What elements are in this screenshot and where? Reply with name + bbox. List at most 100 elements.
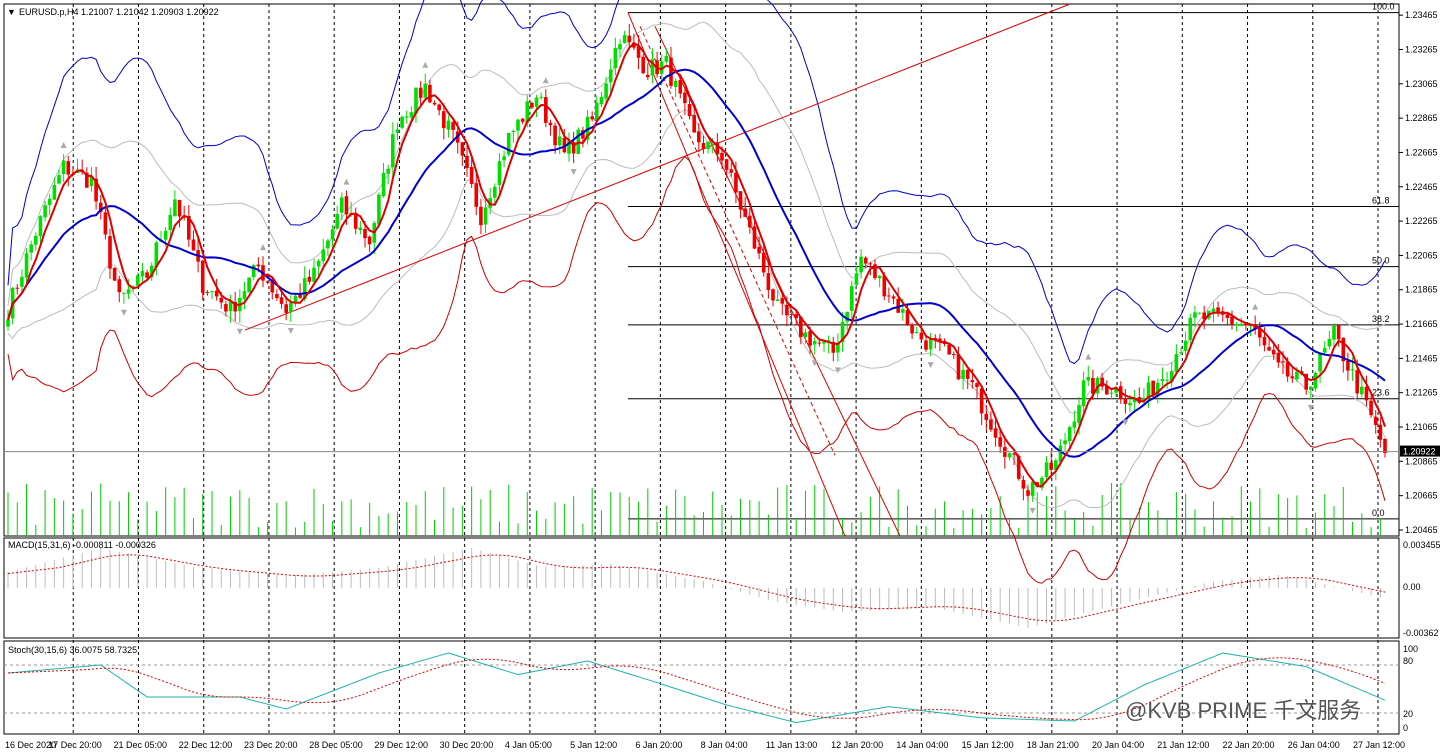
candle-body: [761, 252, 766, 273]
candle-body: [877, 275, 882, 279]
macd-label: MACD(15,31,6) -0.000811 -0.000326: [8, 540, 156, 550]
candle-body: [117, 279, 122, 293]
candle-body: [1105, 385, 1109, 395]
fractal-down-arrow: [927, 362, 934, 369]
price-tick-label: 1.20465: [1405, 525, 1438, 535]
candle-body: [1174, 354, 1179, 372]
caret-icon[interactable]: ▼: [7, 7, 16, 17]
moving-averages: [7, 42, 1386, 488]
time-tick-label: 20 Jan 04:00: [1092, 740, 1144, 750]
candle-body: [618, 44, 622, 50]
candle-body: [701, 142, 706, 149]
candle-body: [998, 437, 1002, 447]
candle-body: [493, 186, 497, 198]
candle-body: [1081, 380, 1086, 407]
candle-body: [1258, 328, 1262, 338]
candle-body: [785, 304, 789, 316]
time-tick-label: 6 Jan 20:00: [635, 740, 682, 750]
candle-body: [1072, 421, 1077, 428]
candle-body: [789, 314, 794, 316]
candle-body: [43, 205, 47, 218]
candle-body: [1364, 386, 1369, 401]
macd-tick-zero: 0.00: [1403, 582, 1421, 592]
macd-tick-top: 0.003455: [1403, 540, 1441, 550]
time-tick-label: 21 Jan 12:00: [1157, 740, 1209, 750]
time-tick-label: 26 Jan 04:00: [1288, 740, 1340, 750]
stoch-tick-0: 0: [1403, 723, 1408, 733]
candle-body: [873, 264, 877, 278]
fractal-up-arrow: [1085, 353, 1092, 360]
candle-body: [108, 236, 112, 269]
candle-body: [191, 239, 196, 251]
candle-body: [358, 227, 363, 230]
candle-body: [1276, 352, 1281, 363]
candle-body: [557, 136, 562, 146]
candle-body: [85, 172, 89, 188]
candle-body: [585, 116, 590, 140]
candle-body: [224, 304, 228, 312]
candle-body: [479, 206, 483, 226]
candle-body: [214, 290, 219, 297]
stoch-tick-100: 100: [1403, 644, 1418, 654]
candle-body: [738, 191, 743, 210]
candle-body: [1169, 371, 1174, 382]
candle-body: [567, 140, 571, 154]
candle-body: [1239, 323, 1244, 326]
candle-body: [720, 152, 724, 161]
channel-line-left: [627, 12, 846, 537]
price-tick-label: 1.22865: [1405, 113, 1438, 123]
candle-body: [432, 102, 437, 105]
candle-body: [970, 380, 975, 383]
candle-body: [1202, 312, 1206, 320]
candle-body: [775, 299, 780, 302]
fractal-down-arrow: [287, 328, 294, 335]
candle-body: [1156, 382, 1160, 397]
fib-level-label: 38.2: [1372, 314, 1390, 324]
candle-body: [163, 230, 168, 240]
candle-body: [1318, 353, 1322, 372]
candle-body: [687, 103, 692, 117]
envelope-lower: [7, 109, 1386, 509]
stoch-tick-80: 80: [1403, 656, 1413, 666]
candle-body: [1262, 336, 1267, 346]
fractal-down-arrow: [1029, 507, 1036, 514]
candle-body: [520, 118, 525, 122]
candle-body: [836, 343, 840, 353]
candle-body: [525, 101, 530, 123]
candle-body: [984, 413, 989, 420]
candle-body: [1290, 376, 1295, 379]
price-axis: 1.23465 1.23265 1.23065 1.22865 1.22665 1.224…: [1399, 10, 1438, 535]
candle-body: [275, 294, 279, 298]
candle-body: [428, 84, 432, 103]
candle-body: [465, 155, 469, 169]
macd-signal-line: [7, 554, 1386, 622]
candle-body: [1165, 379, 1169, 381]
candle-body: [850, 286, 854, 311]
candle-body: [859, 256, 863, 273]
candle-body: [1188, 317, 1193, 340]
candle-body: [1248, 325, 1253, 327]
candle-body: [1007, 453, 1012, 458]
candle-body: [669, 57, 673, 86]
time-tick-label: 22 Dec 12:00: [179, 740, 233, 750]
candle-body: [1030, 481, 1035, 496]
candle-body: [1341, 337, 1346, 362]
candle-body: [771, 289, 775, 301]
candle-body: [122, 292, 126, 294]
time-tick-label: 5 Jan 12:00: [570, 740, 617, 750]
candle-body: [780, 298, 785, 304]
candle-body: [1360, 386, 1364, 395]
fib-level-label: 100.0: [1372, 2, 1395, 12]
candle-body: [149, 265, 154, 278]
candle-body: [1309, 386, 1313, 390]
time-tick-label: 11 Jan 13:00: [766, 740, 817, 750]
bollinger-upper-band: [7, 0, 1386, 365]
candle-body: [924, 340, 928, 350]
candle-body: [1285, 361, 1290, 377]
price-tick-label: 1.21265: [1405, 388, 1438, 398]
time-tick-label: 29 Dec 12:00: [374, 740, 428, 750]
candle-body: [15, 287, 20, 289]
candle-body: [210, 291, 214, 293]
candle-body: [1295, 371, 1299, 380]
